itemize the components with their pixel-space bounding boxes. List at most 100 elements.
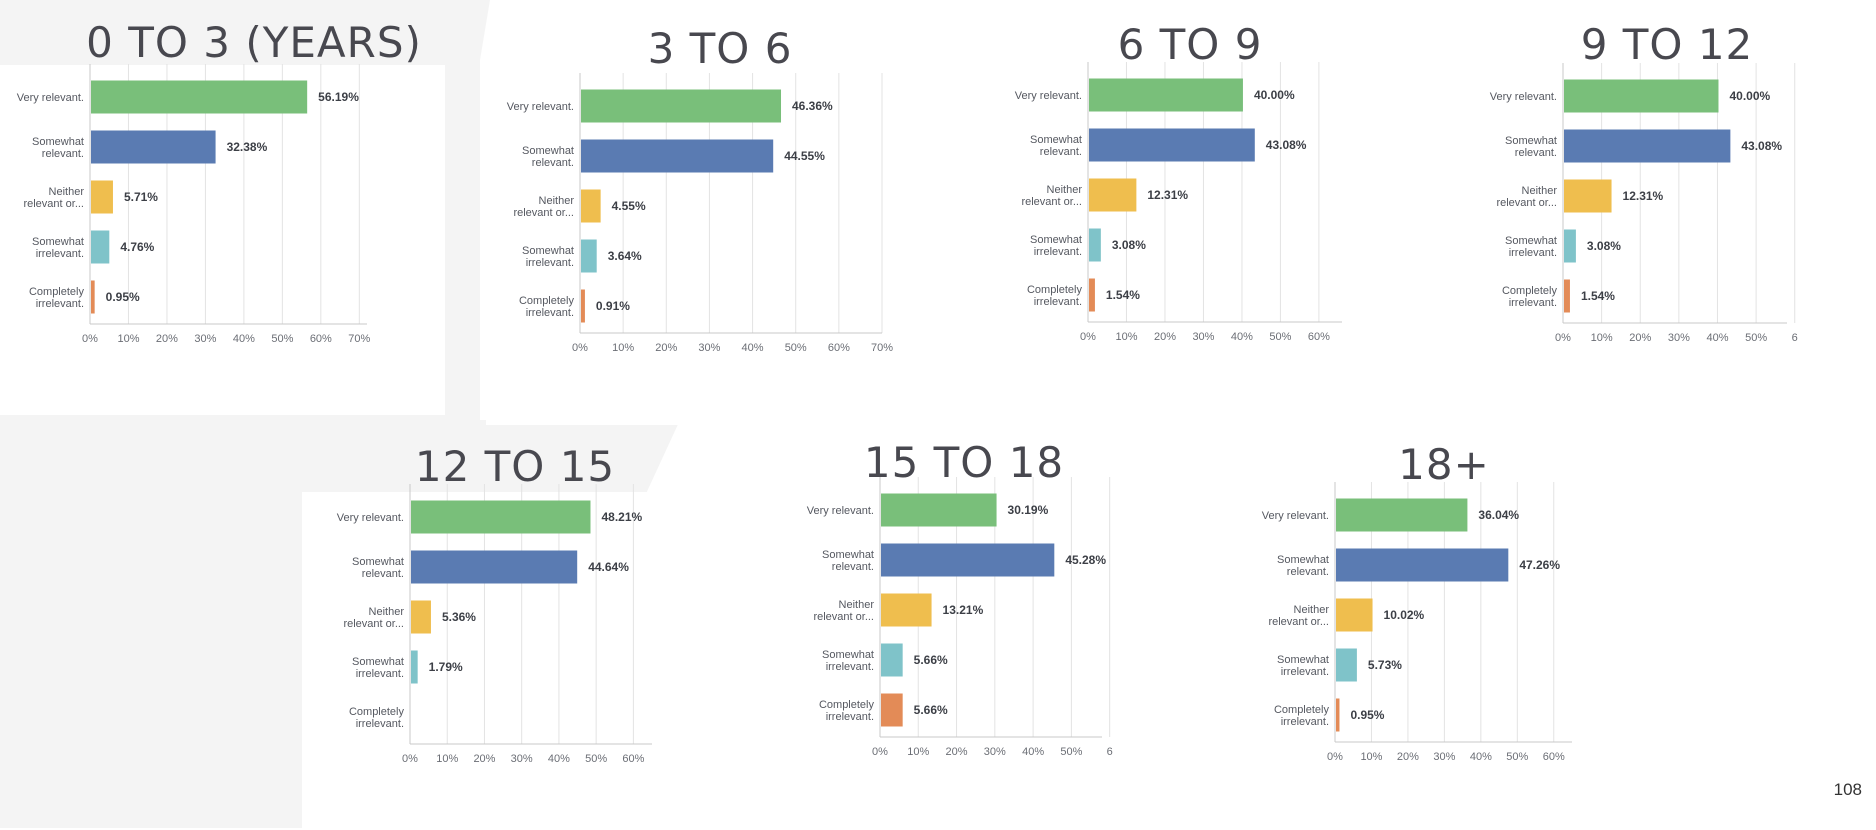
data-label: 1.54% xyxy=(1581,289,1615,303)
category-label: Somewhat relevant. xyxy=(822,549,874,573)
category-label: Very relevant. xyxy=(1262,510,1329,522)
data-label: 48.21% xyxy=(601,510,642,524)
x-tick-label: 50% xyxy=(1506,751,1528,763)
bar xyxy=(411,500,591,534)
category-label: Neither relevant or... xyxy=(813,599,874,623)
data-label: 40.00% xyxy=(1254,88,1295,102)
bar xyxy=(1336,698,1340,732)
category-label: Completely irrelevant. xyxy=(1027,284,1083,308)
data-label: 46.36% xyxy=(792,99,833,113)
bar xyxy=(581,239,597,273)
x-tick-label: 0% xyxy=(872,746,888,758)
category-label: Neither relevant or... xyxy=(1496,185,1557,209)
x-tick-label: 40% xyxy=(1470,751,1492,763)
data-label: 30.19% xyxy=(1008,503,1049,517)
category-label: Neither relevant or... xyxy=(1021,184,1082,208)
x-tick-label: 70% xyxy=(348,333,370,345)
x-tick-label: 50% xyxy=(1745,332,1767,344)
data-label: 0.95% xyxy=(1350,708,1384,722)
x-tick-label: 10% xyxy=(1360,751,1382,763)
category-label: Somewhat irrelevant. xyxy=(1030,234,1082,258)
x-tick-label: 60% xyxy=(310,333,332,345)
data-label: 0.95% xyxy=(106,290,140,304)
bar-chart: 0% 10% 20% 30% 40% 50% 60% 70% Very relevant. 46.… xyxy=(507,73,893,354)
bar xyxy=(1089,128,1255,162)
x-tick-label: 0% xyxy=(1555,332,1571,344)
x-tick-label: 50% xyxy=(585,753,607,765)
bar xyxy=(1564,229,1576,263)
bar xyxy=(1564,79,1719,113)
bar-chart: 0% 10% 20% 30% 40% 50% 6 Very relevant. 30.19% So… xyxy=(807,477,1113,758)
x-tick-label: 70% xyxy=(871,342,893,354)
bar xyxy=(1564,179,1612,213)
category-label: Neither relevant or... xyxy=(23,186,84,210)
x-tick-label: 30% xyxy=(511,753,533,765)
chart-title: 15 TO 18 xyxy=(863,438,1065,487)
data-label: 43.08% xyxy=(1266,138,1307,152)
bar xyxy=(1336,598,1373,632)
data-label: 1.54% xyxy=(1106,288,1140,302)
data-label: 36.04% xyxy=(1478,508,1519,522)
data-label: 3.08% xyxy=(1112,238,1146,252)
data-label: 45.28% xyxy=(1065,553,1106,567)
x-tick-label: 0% xyxy=(82,333,98,345)
data-label: 5.73% xyxy=(1368,658,1402,672)
category-label: Somewhat irrelevant. xyxy=(822,649,874,673)
x-tick-label: 20% xyxy=(473,753,495,765)
x-tick-label: 40% xyxy=(1231,331,1253,343)
category-label: Completely irrelevant. xyxy=(349,706,405,730)
bar xyxy=(881,543,1055,577)
bar xyxy=(881,493,997,527)
x-tick-label: 10% xyxy=(612,342,634,354)
data-label: 13.21% xyxy=(943,603,984,617)
x-tick-label: 0% xyxy=(1080,331,1096,343)
data-label: 3.08% xyxy=(1587,239,1621,253)
category-label: Completely irrelevant. xyxy=(29,286,85,310)
category-label: Somewhat irrelevant. xyxy=(32,236,84,260)
data-label: 47.26% xyxy=(1519,558,1560,572)
bar xyxy=(881,643,903,677)
x-tick-label: 50% xyxy=(785,342,807,354)
bar xyxy=(1089,278,1095,312)
chart-title: 18+ xyxy=(1398,440,1490,489)
bar xyxy=(881,593,932,627)
x-tick-label: 20% xyxy=(1154,331,1176,343)
category-label: Somewhat relevant. xyxy=(1505,135,1557,159)
chart-title: 9 TO 12 xyxy=(1580,20,1754,69)
data-label: 0.91% xyxy=(596,299,630,313)
x-tick-label: 50% xyxy=(271,333,293,345)
data-label: 44.64% xyxy=(588,560,629,574)
bar-chart: 0% 10% 20% 30% 40% 50% 6 Very relevant. 40.00% So… xyxy=(1490,63,1798,344)
data-label: 5.36% xyxy=(442,610,476,624)
bar xyxy=(1089,178,1137,212)
bar xyxy=(411,550,578,584)
bar-chart: 0% 10% 20% 30% 40% 50% 60% Very relevant. 36.04%… xyxy=(1262,482,1572,763)
x-tick-label: 6 xyxy=(1107,746,1113,758)
x-tick-label: 20% xyxy=(1397,751,1419,763)
x-tick-label: 50% xyxy=(1269,331,1291,343)
category-label: Somewhat irrelevant. xyxy=(352,656,404,680)
chart-title: 6 TO 9 xyxy=(1117,20,1263,69)
category-label: Somewhat relevant. xyxy=(1277,554,1329,578)
bar xyxy=(411,600,431,634)
x-tick-label: 50% xyxy=(1060,746,1082,758)
x-tick-label: 40% xyxy=(742,342,764,354)
x-tick-label: 10% xyxy=(117,333,139,345)
bar xyxy=(1089,78,1243,112)
x-tick-label: 20% xyxy=(1629,332,1651,344)
bar xyxy=(881,693,903,727)
bar xyxy=(91,180,113,214)
x-tick-label: 30% xyxy=(194,333,216,345)
bar xyxy=(91,130,216,164)
data-label: 4.55% xyxy=(612,199,646,213)
x-tick-label: 40% xyxy=(1706,332,1728,344)
chart-panel xyxy=(0,65,445,415)
chart-panel xyxy=(302,492,732,828)
x-tick-label: 30% xyxy=(1192,331,1214,343)
bar xyxy=(1089,228,1101,262)
category-label: Completely irrelevant. xyxy=(1274,704,1330,728)
category-label: Somewhat relevant. xyxy=(32,136,84,160)
bar xyxy=(581,139,774,173)
data-label: 12.31% xyxy=(1623,189,1664,203)
bar-chart: 0% 10% 20% 30% 40% 50% 60% 70% Very relevant. 56.… xyxy=(17,64,371,345)
